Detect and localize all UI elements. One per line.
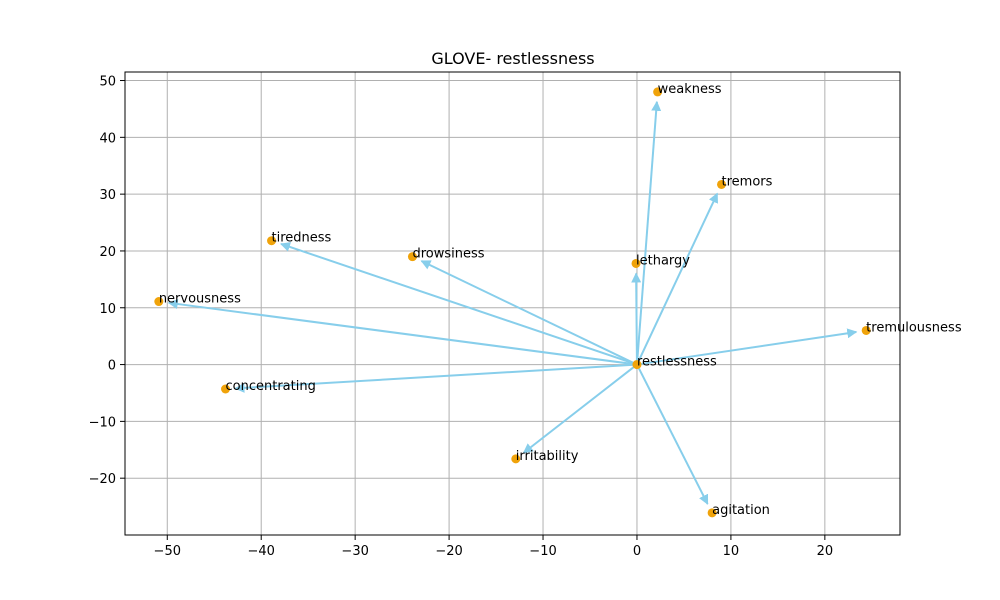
arrow-weakness bbox=[635, 100, 662, 365]
y-tick-label: 50 bbox=[99, 75, 116, 90]
points bbox=[154, 87, 871, 518]
y-tick-label: 40 bbox=[99, 131, 116, 146]
label-tremulousness: tremulousness bbox=[866, 320, 962, 335]
label-drowsiness: drowsiness bbox=[412, 247, 484, 262]
label-tiredness: tiredness bbox=[272, 231, 332, 246]
arrow-lethargy bbox=[631, 272, 642, 365]
point-weakness bbox=[653, 87, 663, 97]
point-agitation bbox=[707, 508, 717, 518]
label-irritability: irritability bbox=[516, 449, 579, 464]
chart-title: GLOVE- restlessness bbox=[431, 49, 594, 68]
point-lethargy bbox=[631, 258, 641, 268]
x-tick-label: −10 bbox=[529, 544, 556, 559]
y-tick-label: 10 bbox=[99, 302, 116, 317]
arrows bbox=[167, 100, 858, 505]
x-tick-label: −20 bbox=[435, 544, 462, 559]
label-nervousness: nervousness bbox=[159, 292, 241, 307]
x-tick-label: 20 bbox=[817, 544, 834, 559]
ticks: −50 −40 −30 −20 −10 0 10 20 −20 −10 0 10 20 30 40 50 bbox=[89, 75, 834, 559]
point-labels: restlessness weakness tremors tiredness drow… bbox=[159, 82, 962, 518]
arrow-nervousness bbox=[167, 299, 638, 366]
y-tick-label: 20 bbox=[99, 245, 116, 260]
y-tick-label: 30 bbox=[99, 188, 116, 203]
arrow-irritability bbox=[522, 363, 638, 454]
point-tiredness bbox=[267, 236, 277, 246]
plot-frame bbox=[124, 71, 901, 536]
y-tick-label: −20 bbox=[89, 472, 116, 487]
arrow-tremulousness bbox=[636, 328, 858, 366]
label-restlessness: restlessness bbox=[637, 355, 717, 370]
x-tick-label: −30 bbox=[341, 544, 368, 559]
arrow-concentrating bbox=[234, 363, 638, 393]
label-lethargy: lethargy bbox=[636, 253, 690, 268]
point-restlessness bbox=[632, 360, 642, 370]
grid bbox=[125, 72, 900, 535]
x-tick-label: 10 bbox=[723, 544, 740, 559]
point-tremors bbox=[717, 179, 727, 189]
x-tick-label: −40 bbox=[247, 544, 274, 559]
y-tick-label: −10 bbox=[89, 415, 116, 430]
y-tick-label: 0 bbox=[108, 359, 116, 374]
label-weakness: weakness bbox=[658, 82, 722, 97]
point-tremulousness bbox=[861, 325, 871, 335]
arrow-tremors bbox=[636, 192, 719, 365]
point-drowsiness bbox=[407, 252, 417, 262]
label-agitation: agitation bbox=[712, 503, 770, 518]
label-tremors: tremors bbox=[722, 174, 773, 189]
x-tick-label: 0 bbox=[633, 544, 641, 559]
arrow-drowsiness bbox=[420, 260, 638, 366]
x-tick-label: −50 bbox=[154, 544, 181, 559]
label-concentrating: concentrating bbox=[226, 379, 316, 394]
point-nervousness bbox=[154, 297, 164, 307]
point-concentrating bbox=[221, 384, 231, 394]
arrow-agitation bbox=[636, 364, 709, 505]
point-irritability bbox=[511, 454, 521, 464]
arrow-tiredness bbox=[280, 242, 638, 366]
